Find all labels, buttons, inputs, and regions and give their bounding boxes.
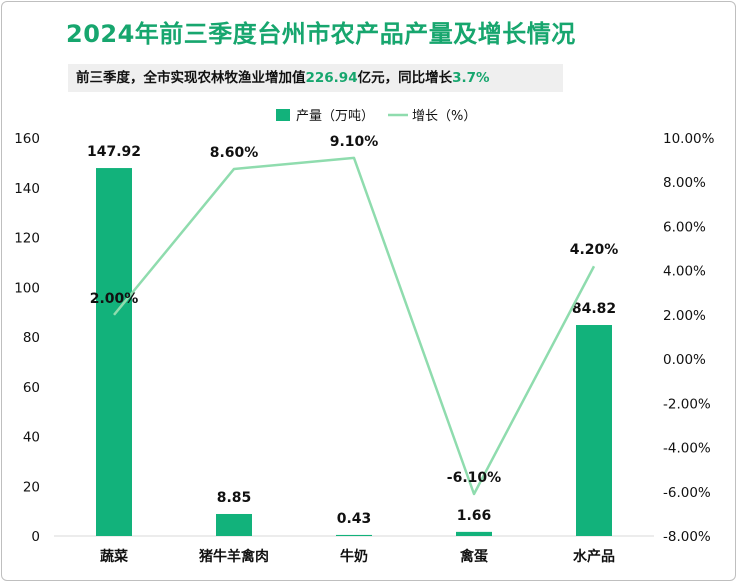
y-right-tick-label: 6.00% <box>663 219 706 235</box>
line-data-label: 4.20% <box>570 242 619 258</box>
chart-title: 2024年前三季度台州市农产品产量及增长情况 <box>66 20 576 48</box>
bar <box>336 534 372 536</box>
x-category-label: 水产品 <box>573 548 615 565</box>
y-right-tick-label: -4.00% <box>663 441 711 457</box>
bar-data-label: 147.92 <box>87 144 141 160</box>
y-right-tick-label: 4.00% <box>663 264 706 280</box>
y-right-tick-label: -8.00% <box>663 529 711 545</box>
x-category-label: 猪牛羊禽肉 <box>198 548 269 565</box>
y-right-tick-label: 2.00% <box>663 308 706 324</box>
y-left-tick-label: 60 <box>23 380 40 396</box>
y-left-tick-label: 20 <box>23 479 40 495</box>
line-data-label: 8.60% <box>210 145 259 161</box>
y-right-tick-label: 10.00% <box>663 131 715 147</box>
line-data-label: -6.10% <box>447 470 501 486</box>
bar-data-label: 84.82 <box>572 301 616 317</box>
y-right-tick-label: 0.00% <box>663 352 706 368</box>
growth-line <box>113 156 596 496</box>
x-category-label: 牛奶 <box>340 548 368 565</box>
subtitle-mid: 亿元，同比增长 <box>357 70 453 86</box>
y-left-tick-label: 80 <box>23 330 40 346</box>
legend-label-bar: 产量（万吨） <box>296 109 374 124</box>
legend-swatch-bar <box>276 109 290 121</box>
bar-data-label: 0.43 <box>337 511 372 527</box>
bar <box>216 513 252 536</box>
line-data-label: 2.00% <box>90 291 139 307</box>
bar-data-label: 8.85 <box>217 490 252 506</box>
legend-label-line: 增长（%） <box>412 109 476 124</box>
subtitle-prefix: 前三季度，全市实现农林牧渔业增加值 <box>76 70 306 86</box>
y-left-tick-label: 40 <box>23 430 40 446</box>
bar <box>456 531 492 536</box>
bar <box>96 168 132 536</box>
x-category-label: 禽蛋 <box>459 548 488 565</box>
bar-data-label: 1.66 <box>457 508 492 524</box>
x-category-label: 蔬菜 <box>100 548 129 565</box>
y-right-tick-label: -6.00% <box>663 485 711 501</box>
y-left-tick-label: 0 <box>31 529 40 545</box>
subtitle-growth: 3.7% <box>452 70 490 86</box>
subtitle-banner: 前三季度，全市实现农林牧渔业增加值226.94亿元，同比增长3.7% <box>68 64 563 92</box>
y-right-tick-label: -2.00% <box>663 396 711 412</box>
y-right-tick-label: 8.00% <box>663 175 706 191</box>
bar <box>576 325 612 536</box>
y-left-tick-label: 100 <box>14 280 40 296</box>
line-data-label: 9.10% <box>330 134 379 150</box>
y-left-tick-label: 140 <box>14 181 40 197</box>
y-left-tick-label: 160 <box>14 131 40 147</box>
y-left-tick-label: 120 <box>14 231 40 247</box>
subtitle-value: 226.94 <box>305 70 358 86</box>
